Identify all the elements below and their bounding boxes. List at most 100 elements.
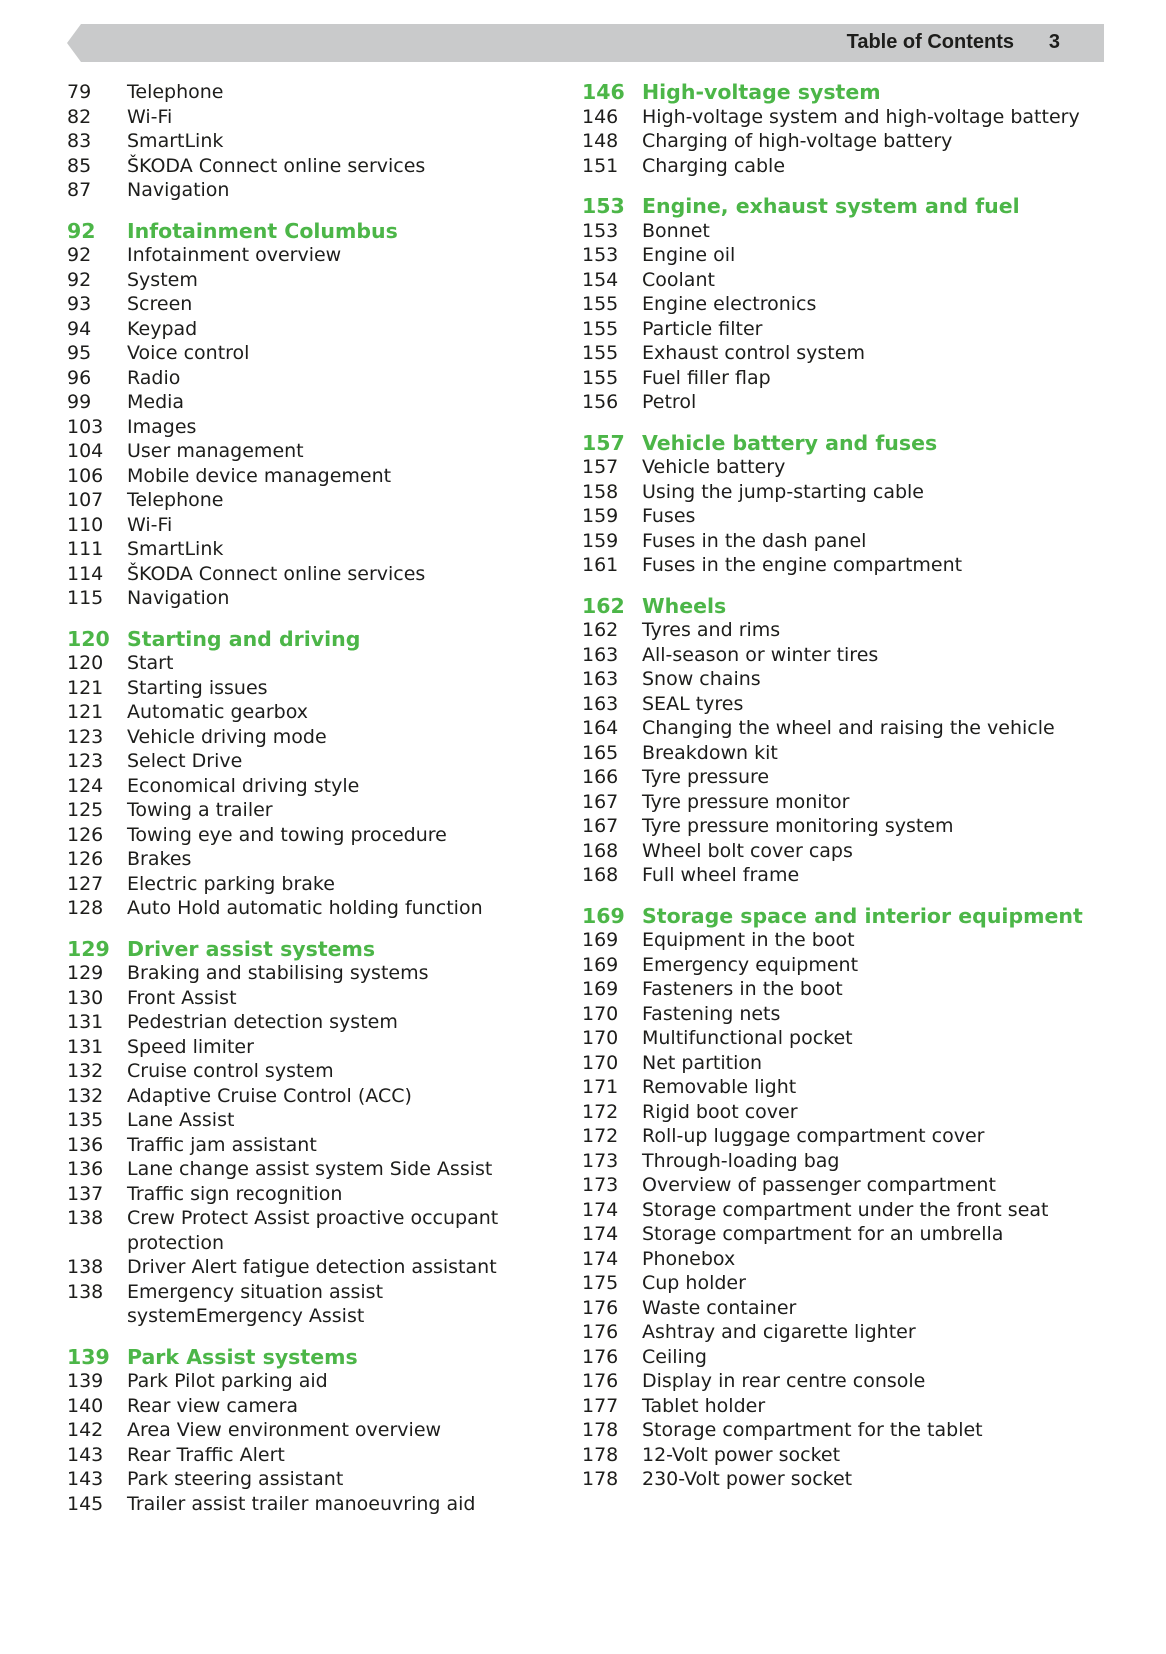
toc-entry[interactable]: 120 Start (67, 651, 547, 676)
toc-entry[interactable]: 170 Fastening nets (582, 1002, 1112, 1027)
toc-entry[interactable]: 168 Full wheel frame (582, 863, 1112, 888)
toc-entry[interactable]: 167 Tyre pressure monitoring system (582, 814, 1112, 839)
toc-entry[interactable]: 155 Engine electronics (582, 292, 1112, 317)
toc-entry[interactable]: 175 Cup holder (582, 1271, 1112, 1296)
toc-entry[interactable]: 82 Wi-Fi (67, 105, 547, 130)
toc-entry[interactable]: 136 Traffic jam assistant (67, 1133, 547, 1158)
toc-entry[interactable]: 129 Braking and stabilising systems (67, 961, 547, 986)
toc-entry[interactable]: 168 Wheel bolt cover caps (582, 839, 1112, 864)
toc-entry[interactable]: 156 Petrol (582, 390, 1112, 415)
toc-section-heading[interactable]: 153 Engine, exhaust system and fuel (582, 194, 1112, 219)
toc-entry[interactable]: 148 Charging of high-voltage battery (582, 129, 1112, 154)
toc-entry[interactable]: 170 Net partition (582, 1051, 1112, 1076)
toc-entry[interactable]: 167 Tyre pressure monitor (582, 790, 1112, 815)
toc-entry[interactable]: 176 Waste container (582, 1296, 1112, 1321)
toc-entry[interactable]: 163 Snow chains (582, 667, 1112, 692)
toc-entry[interactable]: 103 Images (67, 415, 547, 440)
toc-entry[interactable]: 110 Wi-Fi (67, 513, 547, 538)
toc-entry[interactable]: 143 Rear Traffic Alert (67, 1443, 547, 1468)
toc-entry[interactable]: 135 Lane Assist (67, 1108, 547, 1133)
toc-entry[interactable]: 107 Telephone (67, 488, 547, 513)
toc-entry[interactable]: 106 Mobile device management (67, 464, 547, 489)
toc-entry[interactable]: 163 All-season or winter tires (582, 643, 1112, 668)
toc-entry[interactable]: 176 Ashtray and cigarette lighter (582, 1320, 1112, 1345)
toc-entry[interactable]: 126 Towing eye and towing procedure (67, 823, 547, 848)
toc-entry[interactable]: 153 Engine oil (582, 243, 1112, 268)
toc-entry[interactable]: 151 Charging cable (582, 154, 1112, 179)
toc-entry[interactable]: 166 Tyre pressure (582, 765, 1112, 790)
toc-entry[interactable]: 173 Overview of passenger compartment (582, 1173, 1112, 1198)
toc-entry[interactable]: 85 ŠKODA Connect online services (67, 154, 547, 179)
toc-section-heading[interactable]: 120 Starting and driving (67, 627, 547, 652)
toc-section-heading[interactable]: 146 High-voltage system (582, 80, 1112, 105)
toc-entry[interactable]: 158 Using the jump-starting cable (582, 480, 1112, 505)
toc-entry[interactable]: 131 Pedestrian detection system (67, 1010, 547, 1035)
toc-entry[interactable]: 146 High-voltage system and high-voltage … (582, 105, 1112, 130)
toc-entry[interactable]: 115 Navigation (67, 586, 547, 611)
toc-entry[interactable]: 125 Towing a trailer (67, 798, 547, 823)
toc-entry[interactable]: 161 Fuses in the engine compartment (582, 553, 1112, 578)
toc-entry[interactable]: 92 Infotainment overview (67, 243, 547, 268)
toc-entry[interactable]: 94 Keypad (67, 317, 547, 342)
toc-entry[interactable]: 99 Media (67, 390, 547, 415)
toc-entry[interactable]: 173 Through-loading bag (582, 1149, 1112, 1174)
toc-entry[interactable]: 169 Emergency equipment (582, 953, 1112, 978)
toc-entry[interactable]: 171 Removable light (582, 1075, 1112, 1100)
toc-entry[interactable]: 162 Tyres and rims (582, 618, 1112, 643)
toc-entry[interactable]: 138 Emergency situation assist systemEmer… (67, 1280, 547, 1329)
toc-entry[interactable]: 178 Storage compartment for the tablet (582, 1418, 1112, 1443)
toc-entry[interactable]: 165 Breakdown kit (582, 741, 1112, 766)
toc-entry[interactable]: 174 Phonebox (582, 1247, 1112, 1272)
toc-entry[interactable]: 159 Fuses (582, 504, 1112, 529)
toc-entry[interactable]: 169 Equipment in the boot (582, 928, 1112, 953)
toc-entry[interactable]: 172 Roll-up luggage compartment cover (582, 1124, 1112, 1149)
toc-entry[interactable]: 131 Speed limiter (67, 1035, 547, 1060)
toc-entry[interactable]: 163 SEAL tyres (582, 692, 1112, 717)
toc-entry[interactable]: 79 Telephone (67, 80, 547, 105)
toc-section-heading[interactable]: 169 Storage space and interior equipment (582, 904, 1112, 929)
toc-entry[interactable]: 127 Electric parking brake (67, 872, 547, 897)
toc-entry[interactable]: 83 SmartLink (67, 129, 547, 154)
toc-entry[interactable]: 172 Rigid boot cover (582, 1100, 1112, 1125)
toc-entry[interactable]: 132 Adaptive Cruise Control (ACC) (67, 1084, 547, 1109)
toc-entry[interactable]: 164 Changing the wheel and raising the ve… (582, 716, 1112, 741)
toc-entry[interactable]: 155 Exhaust control system (582, 341, 1112, 366)
toc-entry[interactable]: 159 Fuses in the dash panel (582, 529, 1112, 554)
toc-entry[interactable]: 138 Crew Protect Assist proactive occupan… (67, 1206, 547, 1255)
toc-entry[interactable]: 178 230-Volt power socket (582, 1467, 1112, 1492)
toc-entry[interactable]: 114 ŠKODA Connect online services (67, 562, 547, 587)
toc-entry[interactable]: 126 Brakes (67, 847, 547, 872)
toc-entry[interactable]: 177 Tablet holder (582, 1394, 1112, 1419)
toc-entry[interactable]: 136 Lane change assist system Side Assist (67, 1157, 547, 1182)
toc-entry[interactable]: 111 SmartLink (67, 537, 547, 562)
toc-entry[interactable]: 123 Vehicle driving mode (67, 725, 547, 750)
toc-entry[interactable]: 104 User management (67, 439, 547, 464)
toc-entry[interactable]: 169 Fasteners in the boot (582, 977, 1112, 1002)
toc-entry[interactable]: 174 Storage compartment for an umbrella (582, 1222, 1112, 1247)
toc-entry[interactable]: 142 Area View environment overview (67, 1418, 547, 1443)
toc-entry[interactable]: 154 Coolant (582, 268, 1112, 293)
toc-entry[interactable]: 96 Radio (67, 366, 547, 391)
toc-entry[interactable]: 121 Starting issues (67, 676, 547, 701)
toc-section-heading[interactable]: 139 Park Assist systems (67, 1345, 547, 1370)
toc-entry[interactable]: 178 12-Volt power socket (582, 1443, 1112, 1468)
toc-entry[interactable]: 87 Navigation (67, 178, 547, 203)
toc-entry[interactable]: 130 Front Assist (67, 986, 547, 1011)
toc-entry[interactable]: 153 Bonnet (582, 219, 1112, 244)
toc-section-heading[interactable]: 92 Infotainment Columbus (67, 219, 547, 244)
toc-entry[interactable]: 121 Automatic gearbox (67, 700, 547, 725)
toc-entry[interactable]: 143 Park steering assistant (67, 1467, 547, 1492)
toc-entry[interactable]: 132 Cruise control system (67, 1059, 547, 1084)
toc-section-heading[interactable]: 157 Vehicle battery and fuses (582, 431, 1112, 456)
toc-entry[interactable]: 157 Vehicle battery (582, 455, 1112, 480)
toc-entry[interactable]: 123 Select Drive (67, 749, 547, 774)
toc-entry[interactable]: 170 Multifunctional pocket (582, 1026, 1112, 1051)
toc-entry[interactable]: 138 Driver Alert fatigue detection assist… (67, 1255, 547, 1280)
toc-entry[interactable]: 145 Trailer assist trailer manoeuvring ai… (67, 1492, 547, 1517)
toc-entry[interactable]: 174 Storage compartment under the front s… (582, 1198, 1112, 1223)
toc-entry[interactable]: 128 Auto Hold automatic holding function (67, 896, 547, 921)
toc-section-heading[interactable]: 129 Driver assist systems (67, 937, 547, 962)
toc-entry[interactable]: 155 Particle filter (582, 317, 1112, 342)
toc-entry[interactable]: 137 Traffic sign recognition (67, 1182, 547, 1207)
toc-entry[interactable]: 139 Park Pilot parking aid (67, 1369, 547, 1394)
